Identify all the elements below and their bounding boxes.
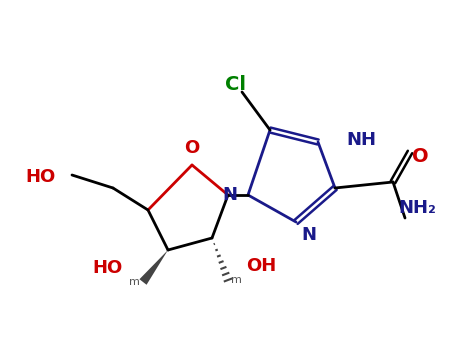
Text: NH: NH <box>346 131 376 149</box>
Text: N: N <box>222 186 237 204</box>
Text: m: m <box>129 277 140 287</box>
Text: m: m <box>231 275 242 285</box>
Polygon shape <box>139 250 168 285</box>
Text: HO: HO <box>93 259 123 277</box>
Text: O: O <box>412 147 428 166</box>
Text: OH: OH <box>246 257 276 275</box>
Text: Cl: Cl <box>226 75 247 93</box>
Text: NH₂: NH₂ <box>398 199 436 217</box>
Text: O: O <box>184 139 200 157</box>
Text: HO: HO <box>26 168 56 186</box>
Text: N: N <box>301 226 316 244</box>
